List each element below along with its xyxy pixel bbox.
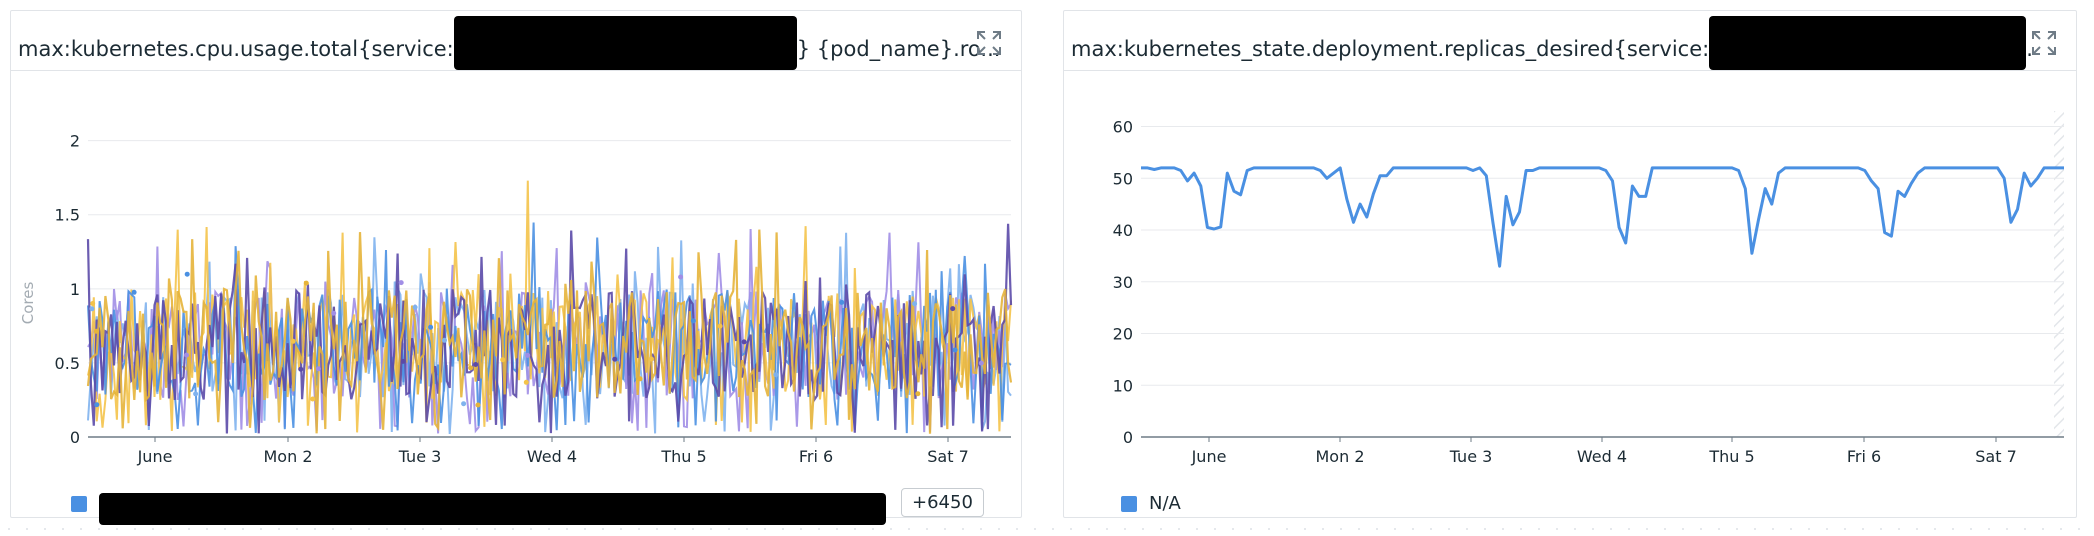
x-tick-label: June xyxy=(1191,447,1227,466)
y-axis-label: Cores xyxy=(19,282,37,325)
cpu-data-point xyxy=(978,360,984,366)
cpu-data-point xyxy=(89,306,95,312)
cpu-data-point xyxy=(442,337,447,343)
cpu-data-point xyxy=(331,310,337,316)
x-tick-label: Sat 7 xyxy=(927,447,969,466)
cpu-data-point xyxy=(94,328,99,334)
title-prefix: max:kubernetes_state.deployment.replicas… xyxy=(1071,37,1710,61)
dashboard-background xyxy=(0,522,2094,536)
redacted-service-name xyxy=(453,16,797,70)
x-tick-label: June xyxy=(137,447,173,466)
cpu-data-point xyxy=(184,271,190,277)
cpu-data-point xyxy=(184,352,189,358)
cpu-data-point xyxy=(500,357,506,363)
cpu-data-point xyxy=(412,304,418,310)
x-tick-label: Mon 2 xyxy=(264,447,313,466)
x-tick-label: Tue 3 xyxy=(398,447,442,466)
y-tick-label: 1 xyxy=(70,280,80,299)
y-tick-label: 10 xyxy=(1113,376,1133,395)
cpu-data-point xyxy=(316,366,321,372)
title-suffix: . xyxy=(2026,37,2033,61)
x-tick-label: Thu 5 xyxy=(660,447,706,466)
cpu-data-point xyxy=(468,365,474,371)
y-tick-label: 0.5 xyxy=(55,354,80,373)
cpu-data-point xyxy=(94,402,100,408)
widget-header: max:kubernetes.cpu.usage.total{service:}… xyxy=(11,11,1021,71)
incomplete-data-hatch xyxy=(2054,111,2064,437)
cpu-data-point xyxy=(915,391,921,397)
y-tick-label: 60 xyxy=(1113,118,1133,137)
cpu-usage-chart[interactable]: Cores 0 0.5 1 1.5 2 June Mon 2 Tue 3 Wed 4 Thu 5 F… xyxy=(11,71,1021,471)
legend-more-button[interactable]: +6450 xyxy=(901,488,984,517)
cpu-data-point xyxy=(678,274,684,280)
cpu-usage-widget: max:kubernetes.cpu.usage.total{service:}… xyxy=(10,10,1022,525)
x-tick-label: Fri 6 xyxy=(1847,447,1881,466)
cpu-data-point xyxy=(398,280,404,286)
cpu-data-point xyxy=(131,289,137,295)
y-tick-label: 30 xyxy=(1113,273,1133,292)
cpu-data-point xyxy=(523,379,529,385)
y-tick-label: 0 xyxy=(70,428,80,447)
cpu-data-point xyxy=(773,372,779,378)
widget-title[interactable]: max:kubernetes_state.deployment.replicas… xyxy=(1071,16,2033,70)
legend-swatch xyxy=(1121,496,1137,512)
x-tick-label: Wed 4 xyxy=(527,447,577,466)
cpu-data-point xyxy=(473,362,479,367)
cpu-data-point xyxy=(90,301,96,306)
y-tick-label: 1.5 xyxy=(55,206,80,225)
x-tick-label: Mon 2 xyxy=(1316,447,1365,466)
cpu-data-point xyxy=(690,318,696,324)
cpu-data-point xyxy=(950,306,956,312)
y-tick-label: 0 xyxy=(1123,428,1133,447)
x-tick-label: Sat 7 xyxy=(1975,447,2017,466)
cpu-data-point xyxy=(839,299,845,305)
y-tick-label: 2 xyxy=(70,132,80,151)
title-suffix: } {pod_name}.ro... xyxy=(796,37,1001,61)
replicas-series-line[interactable] xyxy=(1141,166,2064,268)
cpu-data-point xyxy=(952,347,958,353)
cpu-data-point xyxy=(310,396,316,402)
x-tick-label: Thu 5 xyxy=(1708,447,1754,466)
cpu-data-point xyxy=(303,280,309,286)
legend-label[interactable]: N/A xyxy=(1149,493,1181,514)
cpu-data-point xyxy=(461,401,467,407)
x-tick-label: Wed 4 xyxy=(1577,447,1627,466)
y-tick-label: 40 xyxy=(1113,221,1133,240)
redacted-service-name xyxy=(1709,16,2027,70)
cpu-data-point xyxy=(649,356,654,362)
replicas-desired-widget: max:kubernetes_state.deployment.replicas… xyxy=(1063,10,2077,518)
cpu-data-point xyxy=(741,339,747,345)
legend-swatch xyxy=(71,496,87,512)
cpu-series-line[interactable] xyxy=(87,222,1012,434)
expand-icon[interactable] xyxy=(2030,29,2058,57)
cpu-data-point xyxy=(400,358,406,364)
expand-icon[interactable] xyxy=(975,29,1003,57)
cpu-data-point xyxy=(637,376,643,382)
y-tick-label: 20 xyxy=(1113,325,1133,344)
title-prefix: max:kubernetes.cpu.usage.total{service: xyxy=(18,37,454,61)
cpu-data-point xyxy=(525,352,531,358)
cpu-data-point xyxy=(290,338,296,344)
cpu-data-point xyxy=(475,402,481,408)
cpu-series-line[interactable] xyxy=(86,229,1013,434)
cpu-data-point xyxy=(612,356,618,362)
cpu-data-point xyxy=(298,366,304,372)
widget-header: max:kubernetes_state.deployment.replicas… xyxy=(1064,11,2076,71)
redacted-legend-label xyxy=(99,493,886,525)
cpu-data-point xyxy=(717,323,723,329)
replicas-desired-chart[interactable]: 0 10 20 30 40 50 60 June Mon 2 Tue 3 Wed 4 Thu 5 Fri… xyxy=(1064,71,2076,471)
x-tick-label: Fri 6 xyxy=(799,447,833,466)
cpu-data-point xyxy=(428,324,434,330)
widget-title[interactable]: max:kubernetes.cpu.usage.total{service:}… xyxy=(18,16,1001,70)
cpu-data-point xyxy=(193,391,199,397)
cpu-data-point xyxy=(912,301,918,307)
y-tick-label: 50 xyxy=(1113,169,1133,188)
x-tick-label: Tue 3 xyxy=(1449,447,1493,466)
